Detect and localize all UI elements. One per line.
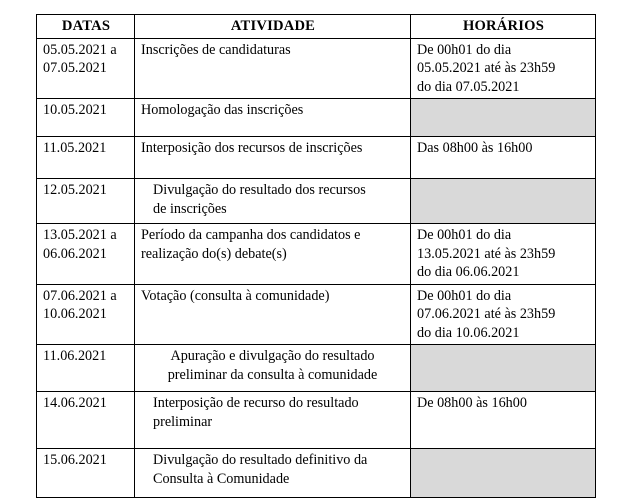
cell-atividade: Inscrições de candidaturas <box>134 37 411 100</box>
cell-horarios: De 00h01 do dia 07.06.2021 até às 23h59 … <box>410 283 596 346</box>
cell-datas: 14.06.2021 <box>36 391 135 450</box>
cell-horarios-empty-shaded <box>410 344 596 393</box>
cell-atividade: Divulgação do resultado definitivo da Co… <box>134 448 411 498</box>
table-row: 13.05.2021 a 06.06.2021 Período da campan… <box>36 223 596 285</box>
column-header-atividade: ATIVIDADE <box>134 14 411 39</box>
table-header: DATAS ATIVIDADE HORÁRIOS <box>36 14 596 39</box>
cell-atividade: Interposição dos recursos de inscrições <box>134 136 411 180</box>
table-row: 15.06.2021 Divulgação do resultado defini… <box>36 448 596 498</box>
table-row: 12.05.2021 Divulgação do resultado dos re… <box>36 178 596 225</box>
cell-datas: 12.05.2021 <box>36 178 135 225</box>
cell-datas: 11.05.2021 <box>36 136 135 180</box>
table-row: 11.06.2021 Apuração e divulgação do resul… <box>36 344 596 393</box>
cell-horarios-empty-shaded <box>410 98 596 138</box>
table-row: 11.05.2021 Interposição dos recursos de i… <box>36 136 596 180</box>
table-header-row: DATAS ATIVIDADE HORÁRIOS <box>36 14 596 39</box>
table-body: 05.05.2021 a 07.05.2021 Inscrições de can… <box>36 37 596 498</box>
cell-atividade: Período da campanha dos candidatos e rea… <box>134 223 411 285</box>
cell-horarios: De 00h01 do dia 05.05.2021 até às 23h59 … <box>410 37 596 100</box>
column-header-datas: DATAS <box>36 14 135 39</box>
cell-atividade: Homologação das inscrições <box>134 98 411 138</box>
table-row: 14.06.2021 Interposição de recurso do res… <box>36 391 596 450</box>
cell-atividade: Apuração e divulgação do resultado preli… <box>134 344 411 393</box>
table-row: 10.05.2021 Homologação das inscrições <box>36 98 596 138</box>
cell-datas: 11.06.2021 <box>36 344 135 393</box>
cell-datas: 05.05.2021 a 07.05.2021 <box>36 37 135 100</box>
cell-datas: 10.05.2021 <box>36 98 135 138</box>
schedule-table: DATAS ATIVIDADE HORÁRIOS 05.05.2021 a 07… <box>36 14 596 498</box>
document-page: DATAS ATIVIDADE HORÁRIOS 05.05.2021 a 07… <box>36 14 596 498</box>
cell-datas: 07.06.2021 a 10.06.2021 <box>36 283 135 346</box>
table-row: 05.05.2021 a 07.05.2021 Inscrições de can… <box>36 37 596 100</box>
cell-datas: 15.06.2021 <box>36 448 135 498</box>
cell-horarios-empty-shaded <box>410 448 596 498</box>
cell-horarios: De 08h00 às 16h00 <box>410 391 596 450</box>
cell-horarios: De 00h01 do dia 13.05.2021 até às 23h59 … <box>410 223 596 285</box>
cell-horarios: Das 08h00 às 16h00 <box>410 136 596 180</box>
cell-horarios-empty-shaded <box>410 178 596 225</box>
table-row: 07.06.2021 a 10.06.2021 Votação (consulta… <box>36 283 596 346</box>
cell-datas: 13.05.2021 a 06.06.2021 <box>36 223 135 285</box>
cell-atividade: Votação (consulta à comunidade) <box>134 283 411 346</box>
cell-atividade: Interposição de recurso do resultado pre… <box>134 391 411 450</box>
cell-atividade: Divulgação do resultado dos recursos de … <box>134 178 411 225</box>
column-header-horarios: HORÁRIOS <box>410 14 596 39</box>
